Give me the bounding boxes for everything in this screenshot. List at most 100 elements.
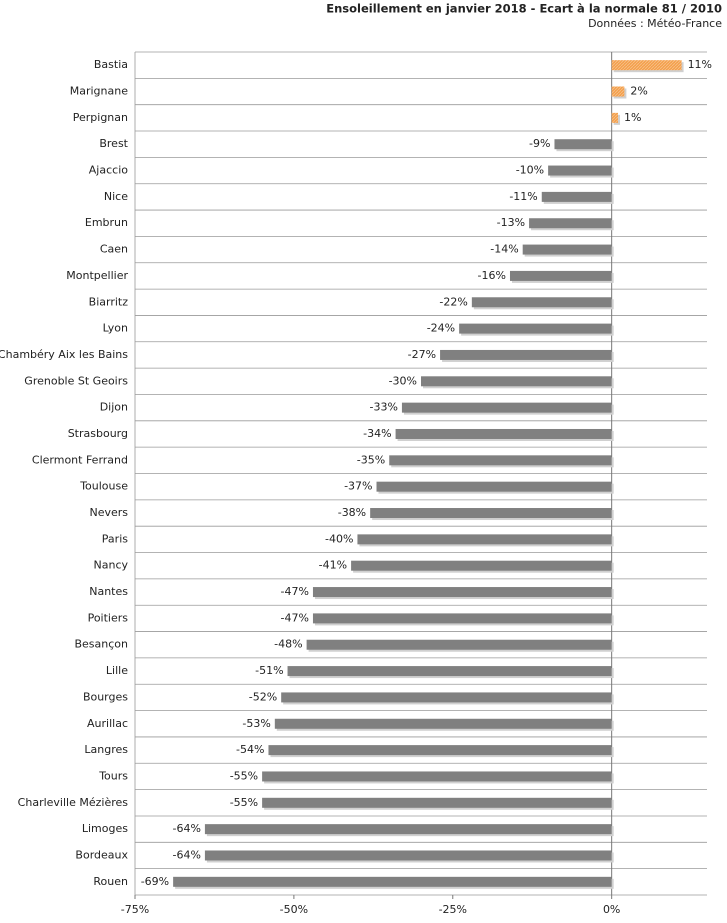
value-label: -55% xyxy=(230,796,258,809)
category-label: Ajaccio xyxy=(89,164,128,177)
category-label: Paris xyxy=(102,532,128,545)
category-label: Embrun xyxy=(85,216,128,229)
category-label: Brest xyxy=(99,137,128,150)
category-label: Lyon xyxy=(103,322,128,335)
category-label: Perpignan xyxy=(73,111,128,124)
value-label: -14% xyxy=(490,243,518,256)
value-label: -38% xyxy=(338,506,366,519)
bar xyxy=(376,481,612,492)
category-label: Langres xyxy=(84,743,128,756)
bar xyxy=(421,376,612,387)
value-label: -16% xyxy=(478,269,506,282)
category-label: Chambéry Aix les Bains xyxy=(0,348,128,361)
bar xyxy=(312,587,612,598)
bar xyxy=(306,639,612,650)
value-label: -35% xyxy=(357,453,385,466)
value-label: -47% xyxy=(281,611,309,624)
category-label: Lille xyxy=(106,664,128,677)
value-label: -24% xyxy=(427,322,455,335)
bar xyxy=(522,244,612,255)
category-label: Charleville Mézières xyxy=(18,796,129,809)
chart-title: Ensoleillement en janvier 2018 - Ecart à… xyxy=(326,2,722,16)
bar xyxy=(262,797,612,808)
value-label: -34% xyxy=(363,427,391,440)
category-label: Marignane xyxy=(70,85,128,98)
bar xyxy=(262,771,612,782)
bar xyxy=(611,112,619,123)
category-label: Rouen xyxy=(93,875,128,888)
category-label: Nice xyxy=(104,190,128,203)
bar xyxy=(471,297,612,308)
bar xyxy=(440,349,612,360)
value-label: -9% xyxy=(529,137,550,150)
category-label: Montpellier xyxy=(66,269,128,282)
value-label: 2% xyxy=(630,85,647,98)
category-label: Strasbourg xyxy=(68,427,128,440)
value-label: -40% xyxy=(325,532,353,545)
bar xyxy=(554,139,612,150)
bar xyxy=(611,86,625,97)
bar xyxy=(357,534,612,545)
category-label: Besançon xyxy=(74,638,128,651)
value-label: -54% xyxy=(236,743,264,756)
value-label: -11% xyxy=(509,190,537,203)
x-tick-label: 0% xyxy=(603,903,620,916)
bar xyxy=(541,191,612,202)
value-label: -52% xyxy=(249,690,277,703)
value-label: -48% xyxy=(274,638,302,651)
bar xyxy=(548,165,612,176)
bar xyxy=(312,613,612,624)
category-label: Grenoble St Geoirs xyxy=(24,374,128,387)
bar xyxy=(395,428,612,439)
bar xyxy=(268,745,612,756)
category-label: Nantes xyxy=(89,585,128,598)
category-label: Aurillac xyxy=(87,717,128,730)
bar xyxy=(204,850,612,861)
category-label: Limoges xyxy=(82,822,128,835)
bar xyxy=(401,402,612,413)
category-label: Poitiers xyxy=(88,611,129,624)
x-tick-label: -25% xyxy=(439,903,467,916)
bar xyxy=(459,323,612,334)
bar xyxy=(173,876,612,887)
bar xyxy=(287,666,612,677)
x-tick-label: -75% xyxy=(121,903,149,916)
value-label: -41% xyxy=(319,559,347,572)
value-label: -64% xyxy=(172,848,200,861)
value-label: -33% xyxy=(370,401,398,414)
category-label: Caen xyxy=(100,243,128,256)
category-label: Tours xyxy=(98,769,128,782)
bar xyxy=(509,270,612,281)
chart-subtitle: Données : Météo-France xyxy=(588,17,722,30)
bar xyxy=(204,824,612,835)
value-label: -22% xyxy=(439,295,467,308)
value-label: -51% xyxy=(255,664,283,677)
value-label: -47% xyxy=(281,585,309,598)
bar xyxy=(529,218,612,229)
x-tick-label: -50% xyxy=(280,903,308,916)
category-label: Biarritz xyxy=(89,295,129,308)
value-label: -69% xyxy=(141,875,169,888)
value-label: -13% xyxy=(497,216,525,229)
category-label: Bastia xyxy=(94,58,128,71)
value-label: -37% xyxy=(344,480,372,493)
bar xyxy=(351,560,612,571)
bar xyxy=(389,455,612,466)
value-label: 11% xyxy=(688,58,712,71)
value-label: -30% xyxy=(389,374,417,387)
category-label: Nevers xyxy=(89,506,128,519)
value-label: 1% xyxy=(624,111,641,124)
category-label: Clermont Ferrand xyxy=(32,453,128,466)
value-label: -10% xyxy=(516,164,544,177)
value-label: -53% xyxy=(242,717,270,730)
category-label: Dijon xyxy=(100,401,128,414)
value-label: -55% xyxy=(230,769,258,782)
category-label: Bordeaux xyxy=(75,848,128,861)
value-label: -64% xyxy=(172,822,200,835)
bar xyxy=(281,692,612,703)
value-label: -27% xyxy=(408,348,436,361)
category-label: Nancy xyxy=(94,559,129,572)
bar xyxy=(274,718,612,729)
category-label: Toulouse xyxy=(79,480,128,493)
